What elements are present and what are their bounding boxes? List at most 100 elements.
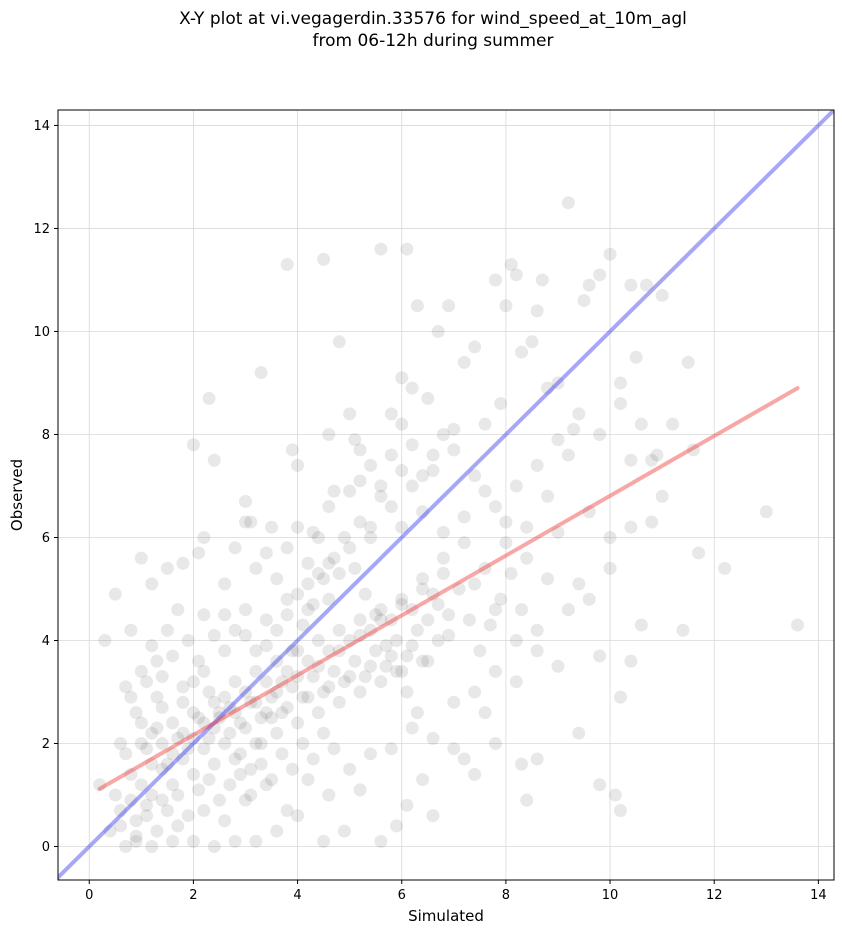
- scatter-point: [145, 577, 159, 591]
- scatter-point: [150, 721, 164, 735]
- scatter-point: [207, 840, 221, 854]
- scatter-point: [384, 613, 398, 627]
- scatter-point: [306, 597, 320, 611]
- scatter-point: [275, 675, 289, 689]
- y-tick-label: 0: [42, 840, 50, 855]
- scatter-point: [218, 644, 232, 658]
- scatter-point: [259, 639, 273, 653]
- scatter-point: [207, 453, 221, 467]
- scatter-point: [186, 438, 200, 452]
- scatter-point: [249, 561, 263, 575]
- scatter-point: [228, 623, 242, 637]
- scatter-point: [405, 721, 419, 735]
- scatter-point: [296, 690, 310, 704]
- scatter-point: [280, 608, 294, 622]
- scatter-point: [358, 670, 372, 684]
- scatter-point: [197, 803, 211, 817]
- scatter-point: [551, 525, 565, 539]
- scatter-point: [572, 726, 586, 740]
- scatter-point: [140, 798, 154, 812]
- scatter-point: [478, 417, 492, 431]
- scatter-point: [390, 819, 404, 833]
- scatter-point: [134, 716, 148, 730]
- scatter-point: [108, 788, 122, 802]
- scatter-point: [145, 788, 159, 802]
- scatter-point: [192, 654, 206, 668]
- scatter-point: [166, 716, 180, 730]
- y-tick-label: 2: [42, 737, 50, 752]
- chart-title-block: X-Y plot at vi.vegagerdin.33576 for wind…: [0, 8, 842, 52]
- scatter-point: [207, 695, 221, 709]
- scatter-point: [233, 747, 247, 761]
- scatter-point: [285, 762, 299, 776]
- scatter-point: [478, 484, 492, 498]
- scatter-point: [504, 258, 518, 272]
- scatter-point: [442, 608, 456, 622]
- scatter-point: [291, 809, 305, 823]
- scatter-point: [160, 561, 174, 575]
- scatter-point: [400, 685, 414, 699]
- scatter-point: [291, 587, 305, 601]
- scatter-point: [499, 299, 513, 313]
- scatter-point: [509, 479, 523, 493]
- scatter-point: [681, 355, 695, 369]
- scatter-point: [145, 726, 159, 740]
- scatter-point: [332, 623, 346, 637]
- scatter-point: [270, 726, 284, 740]
- scatter-point: [520, 793, 534, 807]
- x-tick-label: 12: [706, 888, 723, 903]
- scatter-point: [228, 752, 242, 766]
- scatter-point: [436, 567, 450, 581]
- scatter-point: [176, 556, 190, 570]
- scatter-point: [212, 711, 226, 725]
- scatter-point: [275, 747, 289, 761]
- y-tick-label: 4: [42, 634, 50, 649]
- scatter-point: [551, 376, 565, 390]
- scatter-point: [353, 628, 367, 642]
- scatter-point: [223, 700, 237, 714]
- scatter-point: [301, 577, 315, 591]
- scatter-point: [582, 505, 596, 519]
- scatter-point: [488, 737, 502, 751]
- scatter-point: [207, 628, 221, 642]
- scatter-point: [223, 726, 237, 740]
- x-tick-label: 0: [85, 888, 93, 903]
- scatter-point: [322, 592, 336, 606]
- chart-subtitle: from 06-12h during summer: [312, 31, 554, 51]
- scatter-points: [93, 196, 805, 854]
- scatter-point: [624, 278, 638, 292]
- scatter-point: [337, 530, 351, 544]
- scatter-point: [124, 623, 138, 637]
- scatter-point: [291, 644, 305, 658]
- scatter-point: [379, 639, 393, 653]
- y-tick-label: 10: [33, 325, 50, 340]
- scatter-point: [530, 304, 544, 318]
- scatter-point: [468, 767, 482, 781]
- scatter-point: [494, 592, 508, 606]
- scatter-point: [520, 551, 534, 565]
- scatter-point: [176, 726, 190, 740]
- scatter-point: [462, 613, 476, 627]
- scatter-point: [416, 582, 430, 596]
- scatter-point: [145, 639, 159, 653]
- scatter-point: [426, 464, 440, 478]
- scatter-point: [608, 788, 622, 802]
- scatter-point: [374, 489, 388, 503]
- scatter-point: [363, 530, 377, 544]
- scatter-point: [629, 350, 643, 364]
- scatter-point: [124, 793, 138, 807]
- scatter-point: [645, 453, 659, 467]
- scatter-point: [306, 752, 320, 766]
- scatter-point: [426, 587, 440, 601]
- scatter-point: [166, 834, 180, 848]
- x-tick-label: 2: [189, 888, 197, 903]
- scatter-point: [431, 597, 445, 611]
- x-tick-label: 4: [293, 888, 301, 903]
- scatter-point: [488, 273, 502, 287]
- scatter-point: [322, 680, 336, 694]
- scatter-point: [436, 427, 450, 441]
- scatter-point: [634, 618, 648, 632]
- scatter-point: [150, 654, 164, 668]
- scatter-point: [416, 773, 430, 787]
